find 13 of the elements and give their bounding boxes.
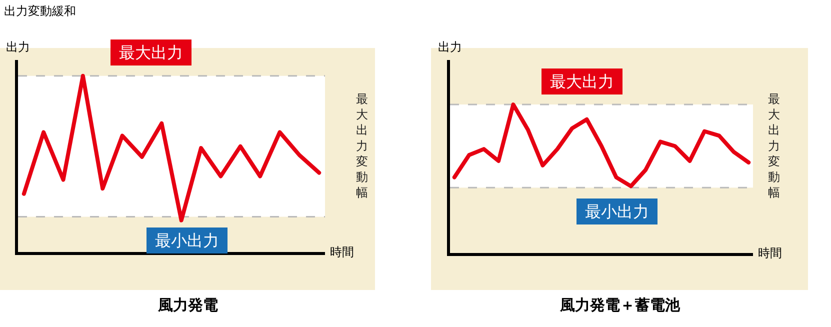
band-label: 最大出力変動幅 — [356, 92, 368, 200]
band-label: 最大出力変動幅 — [768, 92, 780, 200]
x-axis-title: 時間 — [330, 245, 354, 259]
ref-line-label: 最大出力 — [545, 72, 620, 91]
ref-line-label: 最大出力 — [114, 43, 188, 62]
text: 風力発電 — [157, 296, 218, 314]
y-axis-title: 出力 — [438, 40, 462, 54]
ref-line-label: 最小出力 — [580, 202, 654, 221]
x-axis-title: 時間 — [758, 246, 782, 260]
ref-line-label: 最小出力 — [150, 231, 224, 250]
chart-title: 出力変動緩和 — [4, 4, 76, 18]
text: 風力発電＋蓄電池 — [559, 296, 681, 314]
y-axis-title: 出力 — [6, 40, 30, 54]
